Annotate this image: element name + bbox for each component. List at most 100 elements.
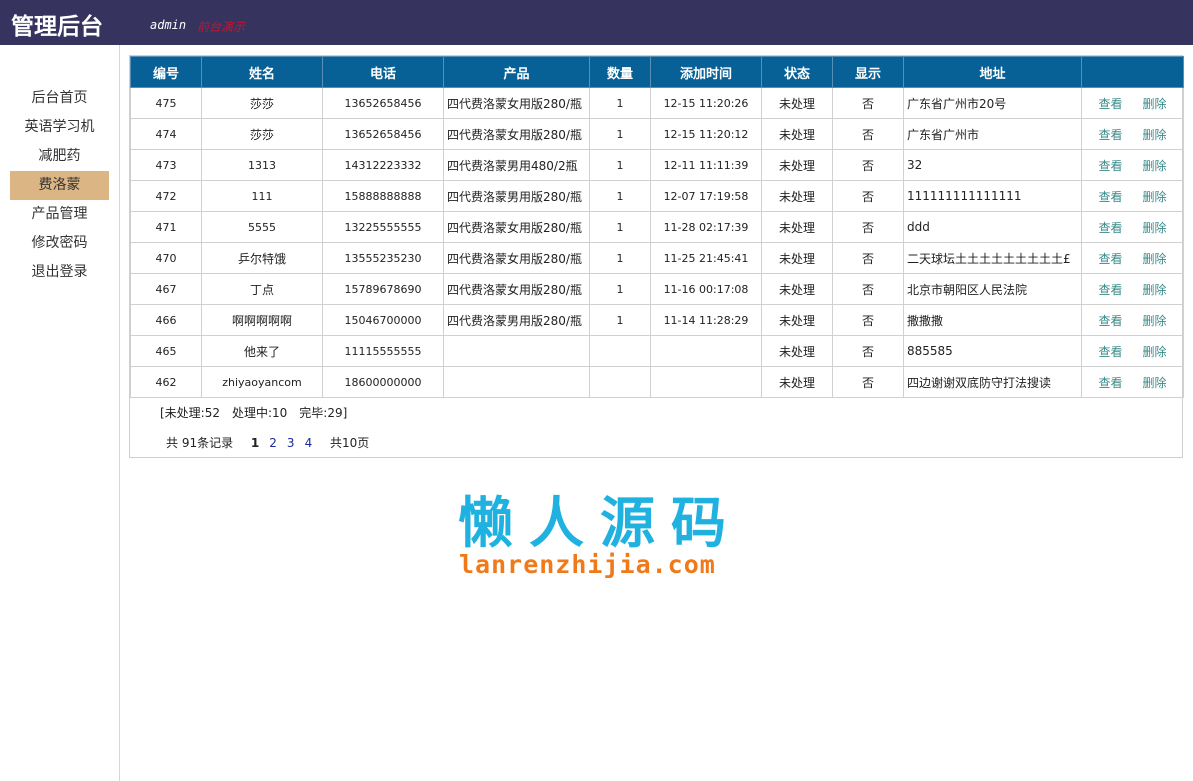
delete-link[interactable]: 删除 — [1142, 251, 1167, 266]
watermark-en: lanrenzhijia.com — [459, 550, 716, 579]
cell: 莎莎 — [201, 87, 323, 119]
cell: 撒撒撒 — [903, 304, 1082, 336]
front-demo-link[interactable]: 前台演示 — [197, 20, 246, 34]
cell: 470 — [130, 242, 202, 274]
cell: 1 — [589, 211, 651, 243]
page-link[interactable]: 3 — [286, 436, 295, 450]
table-row: 473 1313 14312223332 四代费洛蒙男用480/2瓶 1 12-11 11… — [130, 149, 1184, 181]
view-link[interactable]: 查看 — [1098, 96, 1123, 111]
table-row: 471 5555 13225555555 四代费洛蒙女用版280/瓶 1 11-28 02… — [130, 211, 1184, 243]
sidebar-item[interactable]: 减肥药 — [38, 148, 81, 164]
sidebar-item[interactable]: 后台首页 — [31, 90, 88, 106]
cell: 未处理 — [761, 335, 833, 367]
view-link[interactable]: 查看 — [1098, 282, 1123, 297]
top-bar: 管理后台 admin 前台演示 — [0, 0, 1193, 45]
sidebar-item[interactable]: 产品管理 — [31, 206, 88, 222]
view-link[interactable]: 查看 — [1098, 127, 1123, 142]
cell: 32 — [903, 149, 1082, 181]
delete-link[interactable]: 删除 — [1142, 344, 1167, 359]
actions-cell: 查看 删除 — [1081, 87, 1184, 119]
table-row: 466 啊啊啊啊啊 15046700000 四代费洛蒙男用版280/瓶 1 11-14 1… — [130, 304, 1184, 336]
table-row: 470 乒尔特饿 13555235230 四代费洛蒙女用版280/瓶 1 11-25 21… — [130, 242, 1184, 274]
cell: 四代费洛蒙男用版280/瓶 — [443, 180, 590, 212]
cell: 12-11 11:11:39 — [650, 149, 762, 181]
cell: 12-07 17:19:58 — [650, 180, 762, 212]
cell: 11-16 00:17:08 — [650, 273, 762, 305]
delete-link[interactable]: 删除 — [1142, 282, 1167, 297]
column-header: 添加时间 — [650, 56, 762, 88]
table-row: 475 莎莎 13652658456 四代费洛蒙女用版280/瓶 1 12-15 11:2… — [130, 87, 1184, 119]
cell: 5555 — [201, 211, 323, 243]
cell: 12-15 11:20:12 — [650, 118, 762, 150]
view-link[interactable]: 查看 — [1098, 189, 1123, 204]
actions-cell: 查看 删除 — [1081, 304, 1184, 336]
cell: 四代费洛蒙女用版280/瓶 — [443, 211, 590, 243]
sidebar-item[interactable]: 修改密码 — [31, 235, 88, 251]
cell: 未处理 — [761, 242, 833, 274]
actions-cell: 查看 删除 — [1081, 180, 1184, 212]
cell — [443, 335, 590, 367]
view-link[interactable]: 查看 — [1098, 375, 1123, 390]
cell — [443, 366, 590, 398]
cell: 475 — [130, 87, 202, 119]
cell: 14312223332 — [322, 149, 444, 181]
status-summary: [未处理:52 处理中:10 完毕:29] — [160, 406, 348, 420]
cell: 15888888888 — [322, 180, 444, 212]
cell: 否 — [832, 242, 904, 274]
cell: 1 — [589, 304, 651, 336]
cell: 四代费洛蒙女用版280/瓶 — [443, 118, 590, 150]
column-header: 地址 — [903, 56, 1082, 88]
cell: 未处理 — [761, 87, 833, 119]
delete-link[interactable]: 删除 — [1142, 375, 1167, 390]
sidebar-item[interactable]: 英语学习机 — [24, 119, 95, 135]
cell: 467 — [130, 273, 202, 305]
watermark: 懒人源码 lanrenzhijia.com — [413, 470, 768, 590]
cell — [650, 366, 762, 398]
cell: 否 — [832, 304, 904, 336]
cell: 广东省广州市 — [903, 118, 1082, 150]
cell: 473 — [130, 149, 202, 181]
delete-link[interactable]: 删除 — [1142, 96, 1167, 111]
column-header: 编号 — [130, 56, 202, 88]
cell: 466 — [130, 304, 202, 336]
cell: 二天球坛土土土土土土土土土£ — [903, 242, 1082, 274]
cell: 四代费洛蒙女用版280/瓶 — [443, 273, 590, 305]
delete-link[interactable]: 删除 — [1142, 158, 1167, 173]
cell: 否 — [832, 335, 904, 367]
view-link[interactable]: 查看 — [1098, 220, 1123, 235]
view-link[interactable]: 查看 — [1098, 158, 1123, 173]
cell: 12-15 11:20:26 — [650, 87, 762, 119]
page-link[interactable]: 2 — [269, 436, 277, 450]
view-link[interactable]: 查看 — [1098, 313, 1123, 328]
delete-link[interactable]: 删除 — [1142, 127, 1167, 142]
cell: 四代费洛蒙男用版280/瓶 — [443, 304, 590, 336]
sidebar-item[interactable]: 费洛蒙 — [10, 171, 109, 200]
cell: 未处理 — [761, 273, 833, 305]
cell: 111111111111111 — [903, 180, 1082, 212]
column-header: 显示 — [832, 56, 904, 88]
watermark-cn: 懒人源码 — [458, 491, 743, 555]
cell: 乒尔特饿 — [201, 242, 323, 274]
cell — [589, 366, 651, 398]
sidebar-item[interactable]: 退出登录 — [31, 264, 88, 280]
cell: 11-14 11:28:29 — [650, 304, 762, 336]
delete-link[interactable]: 删除 — [1142, 220, 1167, 235]
view-link[interactable]: 查看 — [1098, 251, 1123, 266]
app-title: 管理后台 — [11, 13, 103, 40]
cell: 丁点 — [201, 273, 323, 305]
actions-cell: 查看 删除 — [1081, 211, 1184, 243]
cell: 15789678690 — [322, 273, 444, 305]
page-link[interactable]: 4 — [304, 436, 313, 450]
cell: 18600000000 — [322, 366, 444, 398]
actions-cell: 查看 删除 — [1081, 273, 1184, 305]
cell: 未处理 — [761, 211, 833, 243]
cell: zhiyaoyancom — [201, 366, 323, 398]
cell: 1 — [589, 118, 651, 150]
delete-link[interactable]: 删除 — [1142, 313, 1167, 328]
total-records: 共 91条记录 — [166, 436, 234, 450]
view-link[interactable]: 查看 — [1098, 344, 1123, 359]
cell: 未处理 — [761, 118, 833, 150]
delete-link[interactable]: 删除 — [1142, 189, 1167, 204]
cell: 1 — [589, 149, 651, 181]
